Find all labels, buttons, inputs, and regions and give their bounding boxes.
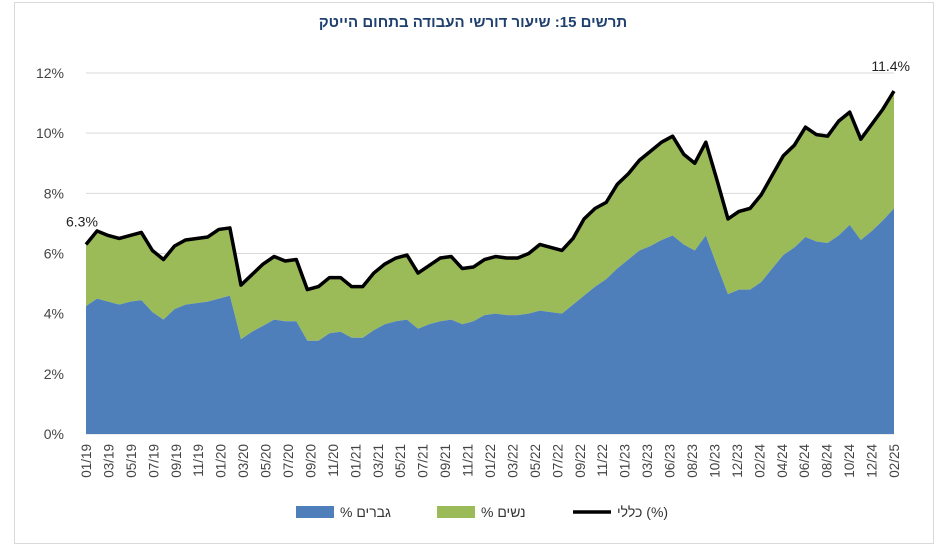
total-line — [84, 90, 896, 292]
x-tick-label: 10/23 — [707, 444, 722, 478]
x-tick-label: 01/20 — [214, 444, 229, 478]
women-area — [86, 91, 894, 341]
data-label-last: 11.4% — [871, 58, 910, 74]
x-tick-label: 06/24 — [797, 444, 812, 478]
x-tick-label: 09/22 — [573, 444, 588, 478]
x-tick-label: 09/21 — [438, 444, 453, 478]
x-tick-label: 07/20 — [281, 444, 296, 478]
men-area — [86, 208, 894, 434]
x-tick-label: 01/23 — [618, 444, 633, 478]
y-tick-label: 6% — [44, 246, 64, 262]
x-tick-label: 05/19 — [124, 444, 139, 478]
x-tick-label: 08/24 — [820, 444, 835, 478]
x-axis-ticks: 01/19 03/19 05/19 07/19 09/19 11/19 01/20 03/20… — [79, 444, 902, 478]
legend-swatch — [296, 506, 334, 518]
chart-title: תרשים 15: שיעור דורשי העבודה בתחום הייטק — [318, 14, 628, 31]
x-tick-label: 07/22 — [550, 444, 565, 478]
x-tick-label: 12/24 — [865, 444, 880, 478]
x-tick-label: 12/23 — [730, 444, 745, 478]
x-tick-label: 09/19 — [169, 444, 184, 478]
x-tick-label: 03/23 — [640, 444, 655, 478]
stacked-areas — [86, 91, 894, 434]
x-tick-label: 02/24 — [752, 444, 767, 478]
x-tick-label: 06/23 — [663, 444, 678, 478]
y-tick-label: 0% — [44, 426, 64, 442]
x-tick-label: 03/19 — [101, 444, 116, 478]
x-tick-label: 02/25 — [887, 444, 902, 478]
data-label-first: 6.3% — [66, 213, 98, 229]
x-tick-label: 03/22 — [505, 444, 520, 478]
x-tick-label: 05/20 — [259, 444, 274, 478]
x-tick-label: 01/22 — [483, 444, 498, 478]
y-axis-ticks: 0% 2% 4% 6% 8% 10% 12% — [36, 65, 64, 442]
x-tick-label: 01/19 — [79, 444, 94, 478]
x-tick-label: 07/19 — [146, 444, 161, 478]
legend: % גברים % נשים כללי (%) — [296, 504, 668, 520]
x-tick-label: 11/21 — [461, 444, 476, 477]
y-tick-label: 8% — [44, 185, 64, 201]
y-tick-label: 10% — [36, 125, 64, 141]
x-tick-label: 11/22 — [595, 444, 610, 477]
x-tick-label: 11/19 — [191, 444, 206, 477]
x-tick-label: 10/24 — [842, 444, 857, 478]
legend-label: % גברים — [340, 504, 391, 520]
y-tick-label: 2% — [44, 366, 64, 382]
total-series-line — [84, 90, 896, 292]
y-tick-label: 12% — [36, 65, 64, 81]
x-tick-label: 05/21 — [393, 444, 408, 478]
x-tick-label: 09/20 — [303, 444, 318, 478]
data-labels: 6.3% 11.4% — [66, 58, 910, 229]
legend-swatch — [437, 506, 475, 518]
x-tick-label: 03/20 — [236, 444, 251, 478]
x-tick-label: 05/22 — [528, 444, 543, 478]
x-tick-label: 04/24 — [775, 444, 790, 478]
x-tick-label: 03/21 — [371, 444, 386, 478]
y-tick-label: 4% — [44, 306, 64, 322]
x-tick-label: 11/20 — [326, 444, 341, 477]
x-tick-label: 01/21 — [348, 444, 363, 478]
legend-label: כללי (%) — [617, 504, 668, 520]
legend-label: % נשים — [481, 504, 526, 520]
x-tick-label: 08/23 — [685, 444, 700, 478]
x-tick-label: 07/21 — [416, 444, 431, 478]
